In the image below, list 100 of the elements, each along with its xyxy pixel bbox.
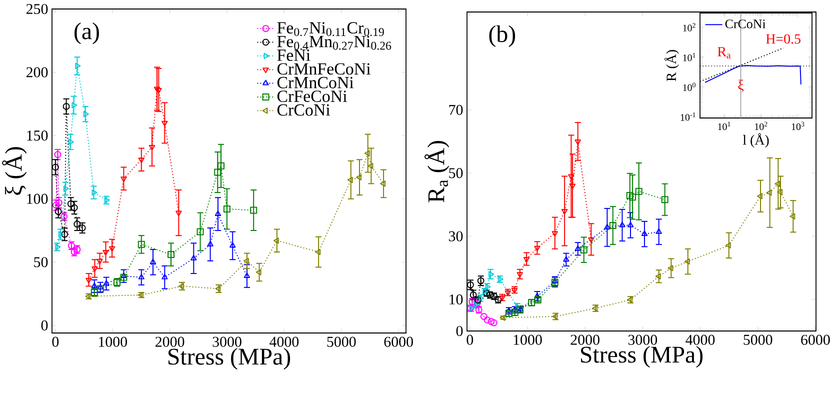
x-tick-label: 4000 — [686, 334, 715, 345]
point — [574, 139, 581, 145]
point — [488, 318, 495, 326]
legend-label: CrFeCoNi — [277, 90, 347, 102]
y-tick-label: 100 — [27, 194, 48, 204]
annotation: ξ — [738, 80, 744, 92]
point — [176, 210, 182, 216]
legend-label: CrCoNi — [277, 104, 330, 116]
point — [102, 250, 109, 256]
y-tick-label: 30 — [449, 231, 463, 242]
point — [777, 188, 783, 196]
point — [684, 258, 690, 265]
point — [552, 231, 558, 237]
x-tick-label: 3000 — [212, 336, 242, 347]
point — [91, 282, 98, 288]
y-tick-label: 10$^{1}$ — [683, 52, 696, 62]
point — [364, 150, 370, 156]
point — [150, 258, 156, 264]
point — [368, 162, 374, 170]
annotation: (b) — [489, 25, 516, 48]
x-tick-label: 5000 — [744, 334, 772, 345]
point — [477, 277, 484, 284]
y-tick-label: 50 — [449, 168, 463, 178]
point — [162, 120, 168, 126]
point — [168, 251, 175, 258]
point — [568, 174, 574, 180]
point — [563, 256, 570, 262]
point — [72, 102, 78, 108]
point — [588, 237, 594, 243]
text: CrCoNi — [725, 20, 766, 28]
legend-label: Fe$_{0.7}$Ni$_{0.11}$Cr$_{0.19}$ — [277, 22, 384, 36]
point — [766, 190, 772, 196]
y-tick-label: 10$^{-1}$ — [680, 112, 696, 121]
point — [725, 242, 731, 249]
point — [86, 278, 92, 284]
point — [61, 230, 68, 238]
point — [488, 271, 494, 278]
legend-label: Fe$_{0.4}$Mn$_{0.27}$Ni$_{0.26}$ — [277, 36, 392, 50]
x-tick-label: 6000 — [384, 336, 413, 347]
point — [756, 193, 762, 200]
point — [561, 208, 568, 214]
point — [83, 110, 89, 118]
point — [190, 254, 197, 260]
point — [214, 210, 222, 216]
point — [641, 230, 648, 236]
point — [661, 196, 668, 204]
point — [551, 278, 558, 286]
y-tick-label: 70 — [449, 104, 463, 115]
legend-label: CrMnFeCoNi — [277, 63, 371, 75]
legend-label: FeNi — [277, 50, 310, 61]
point — [62, 102, 70, 110]
point — [92, 266, 98, 272]
x-tick-label: 4000 — [270, 336, 299, 347]
point — [668, 265, 674, 272]
annotation: R$_{a}$ — [718, 47, 731, 58]
x-tick-label: 10$^{2}$ — [755, 122, 768, 130]
point — [490, 319, 498, 326]
x-tick-label: 6000 — [801, 334, 830, 345]
y-tick-label: 10$^{0}$ — [683, 82, 696, 91]
point — [609, 222, 616, 230]
point — [774, 180, 780, 187]
legend-label: CrMnCoNi — [277, 76, 354, 88]
y-tick-label: 10 — [450, 294, 463, 304]
point — [196, 228, 204, 236]
point — [120, 272, 127, 278]
point — [162, 274, 168, 280]
point — [569, 184, 576, 190]
point — [484, 316, 491, 324]
y-tick-label: 50 — [34, 257, 48, 268]
point — [214, 168, 222, 176]
point — [629, 194, 636, 201]
point — [63, 186, 69, 192]
point — [207, 240, 214, 246]
point — [604, 224, 610, 230]
y-axis-title: R$_{a}$ (Å) — [424, 141, 450, 202]
point — [58, 231, 64, 238]
y-tick-label: 250 — [26, 4, 48, 14]
point — [243, 258, 249, 264]
x-tick-label: 2000 — [570, 334, 600, 345]
x-tick-label: 0 — [52, 336, 59, 347]
y-tick-label: 150 — [27, 130, 48, 141]
point — [108, 246, 116, 252]
x-tick-label: 10$^{3}$ — [792, 122, 804, 130]
point — [230, 242, 236, 248]
point — [273, 238, 279, 244]
point — [626, 192, 634, 200]
point — [580, 246, 588, 254]
point — [534, 246, 540, 252]
y-tick-label: 0 — [456, 326, 463, 336]
point — [356, 174, 362, 180]
annotation: H=0.5 — [766, 34, 800, 44]
y-tick-label: 200 — [26, 67, 48, 78]
x-tick-label: 5000 — [327, 336, 356, 347]
x-axis-title: Stress (MPa) — [581, 346, 703, 368]
point — [574, 245, 581, 251]
point — [103, 280, 110, 286]
point — [138, 240, 145, 248]
point — [148, 144, 156, 150]
point — [523, 256, 530, 262]
point — [217, 162, 224, 170]
